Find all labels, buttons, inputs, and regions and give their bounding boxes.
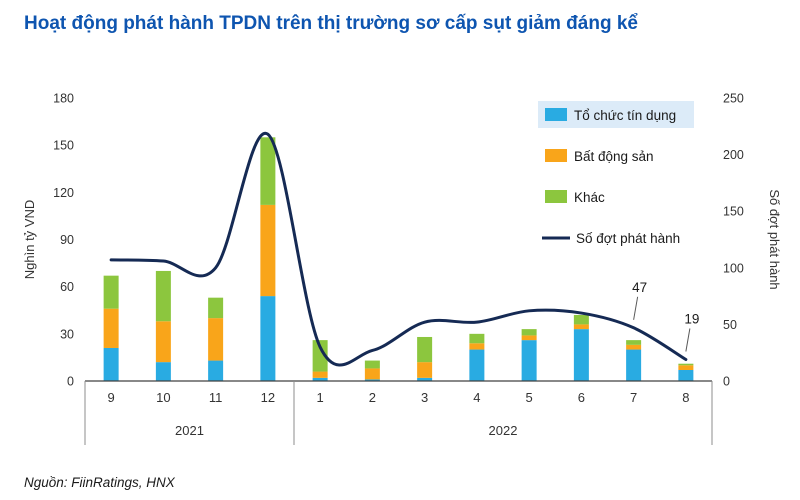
bar-segment bbox=[417, 362, 433, 378]
data-label: 47 bbox=[632, 280, 647, 295]
bar-segment bbox=[364, 379, 380, 381]
left-axis-title: Nghìn tỷ VND bbox=[22, 200, 37, 279]
bar-segment bbox=[626, 344, 642, 350]
right-axis-tick: 0 bbox=[723, 375, 730, 389]
bar-segment bbox=[469, 333, 485, 344]
bar-segment bbox=[155, 270, 171, 322]
bar-segment bbox=[364, 360, 380, 369]
month-label: 4 bbox=[473, 390, 480, 405]
month-label: 11 bbox=[209, 390, 223, 405]
bar-segment bbox=[312, 377, 328, 381]
issuance-count-line bbox=[109, 131, 688, 367]
left-axis-tick: 0 bbox=[67, 375, 74, 389]
bar-segment bbox=[155, 321, 171, 363]
annotation-leader bbox=[633, 296, 639, 320]
month-label: 1 bbox=[317, 390, 324, 405]
source-note: Nguồn: FiinRatings, HNX bbox=[24, 475, 175, 490]
bar-segment bbox=[469, 349, 485, 381]
annotation-leader bbox=[685, 328, 691, 352]
bar-segment bbox=[678, 363, 694, 366]
legend-label: Bất động sản bbox=[574, 149, 654, 164]
left-axis-tick: 60 bbox=[60, 280, 74, 294]
month-label: 6 bbox=[578, 390, 585, 405]
bar-segment bbox=[155, 362, 171, 381]
left-axis-tick: 180 bbox=[53, 92, 74, 106]
chart-canvas: 0 30 60 90 120 150 180 0 50 100 150 200 250 Nghìn tỷ … bbox=[22, 92, 782, 445]
bar-segment bbox=[469, 343, 485, 350]
month-label: 3 bbox=[421, 390, 428, 405]
left-axis-tick: 150 bbox=[53, 139, 74, 153]
bar-segment bbox=[417, 336, 433, 363]
bar-segment bbox=[521, 335, 537, 341]
year-label: 2022 bbox=[489, 423, 518, 438]
bar-segment bbox=[260, 296, 276, 381]
legend-swatch bbox=[545, 190, 567, 203]
right-axis-tick: 100 bbox=[723, 261, 744, 275]
bar-segment bbox=[260, 204, 276, 297]
left-axis-tick: 30 bbox=[60, 327, 74, 341]
month-label: 12 bbox=[261, 390, 275, 405]
bar-segment bbox=[208, 297, 224, 319]
bar-segment bbox=[208, 318, 224, 361]
right-axis-tick: 200 bbox=[723, 148, 744, 162]
bar-segment bbox=[103, 308, 119, 348]
bar-segment bbox=[417, 377, 433, 381]
right-axis-tick: 250 bbox=[723, 92, 744, 106]
right-axis-tick: 150 bbox=[723, 205, 744, 219]
bar-segment bbox=[626, 340, 642, 345]
bar-segment bbox=[260, 137, 276, 205]
right-axis-title: Số đợt phát hành bbox=[767, 189, 782, 289]
bar-segment bbox=[626, 349, 642, 381]
bar-segment bbox=[364, 368, 380, 380]
bar-segment bbox=[573, 314, 589, 325]
legend-label: Khác bbox=[574, 190, 605, 205]
legend-label: Tổ chức tín dụng bbox=[574, 108, 676, 123]
left-axis-tick: 90 bbox=[60, 233, 74, 247]
right-axis-tick: 50 bbox=[723, 318, 737, 332]
bar-segment bbox=[103, 347, 119, 381]
month-label: 8 bbox=[682, 390, 689, 405]
chart-title: Hoạt động phát hành TPDN trên thị trường… bbox=[24, 13, 638, 34]
data-label: 19 bbox=[684, 311, 699, 326]
bar-segment bbox=[573, 324, 589, 330]
bar-segment bbox=[312, 371, 328, 378]
bar-segment bbox=[521, 340, 537, 381]
month-label: 10 bbox=[156, 390, 170, 405]
month-label: 2 bbox=[369, 390, 376, 405]
year-label: 2021 bbox=[175, 423, 204, 438]
bar-segment bbox=[312, 340, 328, 372]
bar-segment bbox=[678, 369, 694, 381]
left-axis-tick: 120 bbox=[53, 186, 74, 200]
month-label: 5 bbox=[526, 390, 533, 405]
bar-segment bbox=[521, 329, 537, 336]
month-label: 7 bbox=[630, 390, 637, 405]
legend-label: Số đợt phát hành bbox=[576, 231, 680, 246]
bar-segment bbox=[573, 329, 589, 381]
month-label: 9 bbox=[108, 390, 115, 405]
legend-swatch bbox=[545, 149, 567, 162]
legend-swatch bbox=[545, 108, 567, 121]
bar-segment bbox=[208, 360, 224, 381]
bar-segment bbox=[103, 275, 119, 309]
bar-segment bbox=[678, 365, 694, 370]
